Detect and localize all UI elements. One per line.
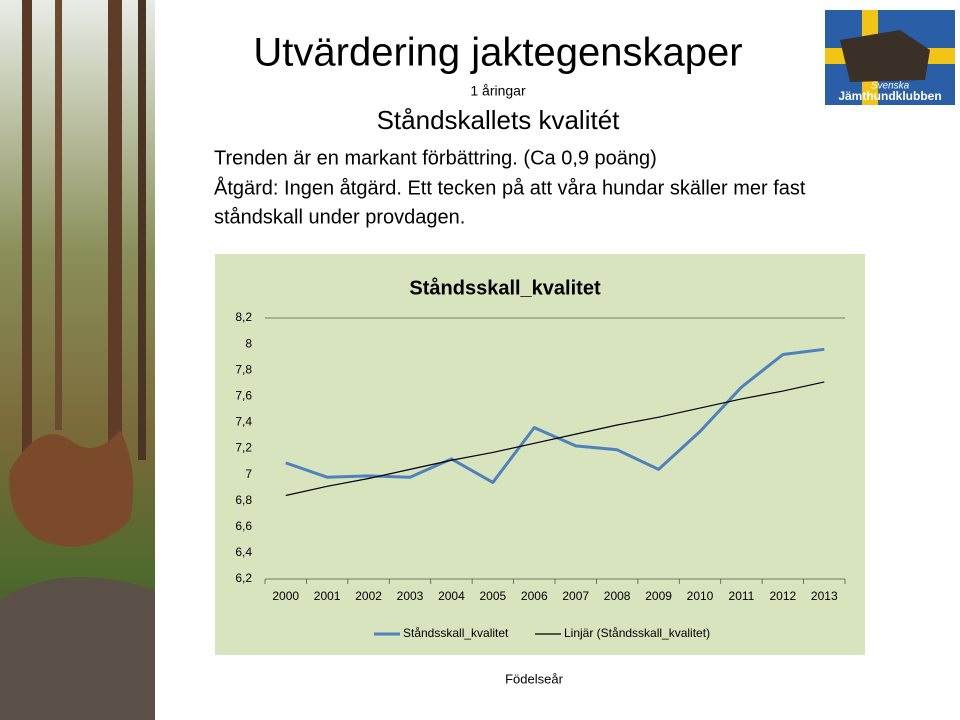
x-tick-label: 2011 (729, 589, 755, 603)
x-tick-label: 2005 (480, 589, 507, 603)
y-tick-label: 7,4 (235, 415, 252, 429)
y-tick-label: 6,4 (235, 545, 252, 559)
x-tick-label: 2010 (687, 589, 714, 603)
y-tick-label: 8,2 (235, 310, 252, 324)
x-tick-label: 2006 (521, 589, 548, 603)
x-axis-label: Födelseår (505, 671, 563, 686)
x-tick-label: 2013 (811, 589, 838, 603)
y-tick-label: 6,8 (235, 493, 252, 507)
logo: Svenska Jämthundklubben (825, 10, 955, 105)
data-line (285, 347, 825, 484)
chart-area (215, 254, 865, 655)
body-line: Trenden är en markant förbättring. (Ca 0… (214, 147, 657, 169)
y-tick-label: 7 (245, 467, 252, 481)
y-tick-label: 7,8 (235, 362, 252, 376)
x-tick-label: 2009 (645, 589, 672, 603)
x-tick-label: 2003 (397, 589, 424, 603)
x-tick-label: 2001 (314, 589, 341, 603)
y-tick-label: 8 (245, 336, 252, 350)
slide-title: Utvärdering jaktegenskaper (253, 31, 742, 75)
trend-line (285, 381, 825, 497)
x-tick-label: 2008 (604, 589, 631, 603)
body-line: Åtgärd: Ingen åtgärd. Ett tecken på att … (214, 176, 806, 199)
chart-title: Ståndsskall_kvalitet (409, 276, 601, 299)
y-tick-label: 7,6 (235, 388, 252, 402)
slide-subtitle: 1 åringar (470, 83, 526, 99)
photo-strip (0, 0, 155, 720)
x-tick-label: 2004 (438, 589, 465, 603)
y-tick-label: 6,2 (235, 571, 252, 585)
x-tick-label: 2007 (562, 589, 589, 603)
logo-text: Svenska (871, 81, 910, 92)
x-tick-label: 2000 (272, 589, 299, 603)
logo-text: Jämthundklubben (838, 89, 941, 103)
x-tick-label: 2012 (770, 589, 797, 603)
y-tick-label: 7,2 (235, 441, 252, 455)
legend-label: Ståndsskall_kvalitet (403, 626, 509, 640)
y-tick-label: 6,6 (235, 519, 252, 533)
body-line: ståndskall under provdagen. (214, 206, 465, 228)
legend-label: Linjär (Ståndsskall_kvalitet) (564, 626, 710, 640)
slide-heading: Ståndskallets kvalitét (377, 105, 621, 135)
x-tick-label: 2002 (355, 589, 382, 603)
